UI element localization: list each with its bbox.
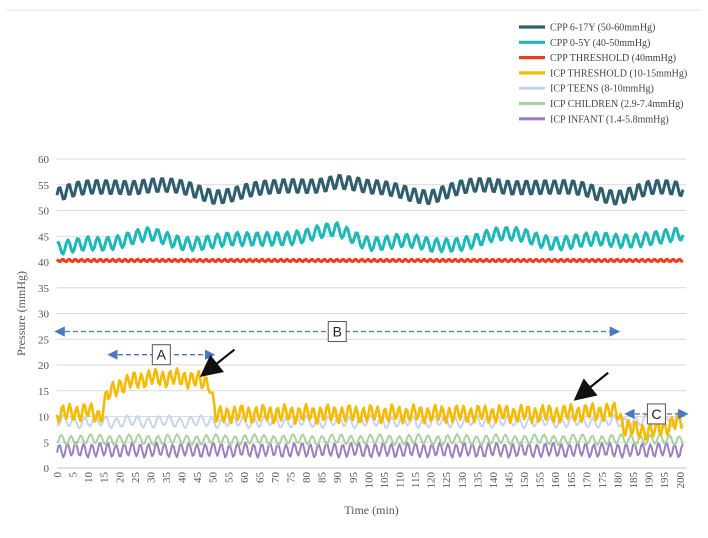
y-tick-label: 25 xyxy=(38,334,50,346)
x-tick-label: 95 xyxy=(348,472,360,484)
x-tick-label: 150 xyxy=(519,472,531,489)
x-tick-label: 15 xyxy=(99,472,111,484)
legend-label: CPP THRESHOLD (40mmHg) xyxy=(550,53,676,64)
x-tick-label: 30 xyxy=(145,472,157,484)
y-tick-labels: 0 5 10 15 20 25 30 35 40 45 50 55 60 xyxy=(38,154,50,475)
x-tick-label: 70 xyxy=(270,472,282,484)
y-tick-label: 10 xyxy=(38,412,50,424)
legend: CPP 6-17Y (50-60mmHg) CPP 0-5Y (40-50mmHg… xyxy=(519,23,687,125)
y-tick-label: 45 xyxy=(38,231,50,243)
x-tick-label: 35 xyxy=(161,472,173,484)
x-tick-label: 125 xyxy=(441,472,453,489)
x-tick-label: 80 xyxy=(301,472,313,484)
series-line-6 xyxy=(56,433,684,447)
x-tick-labels: 0 5 10 15 20 25 30 35 40 45 50 55 60 65 70 75 80 85 90 95 10… xyxy=(52,471,687,488)
legend-label: CPP 6-17Y (50-60mmHg) xyxy=(550,23,655,34)
annotation-box-c xyxy=(646,403,666,425)
x-tick-label: 140 xyxy=(488,471,500,488)
x-tick-label: 40 xyxy=(177,472,189,484)
x-tick-label: 115 xyxy=(410,472,422,489)
x-tick-label: 85 xyxy=(317,472,329,484)
x-tick-label: 45 xyxy=(192,472,204,484)
x-tick-label: 130 xyxy=(457,472,469,489)
y-tick-label: 30 xyxy=(38,309,50,321)
x-tick-label: 175 xyxy=(597,472,609,489)
x-tick-label: 160 xyxy=(550,472,562,489)
x-tick-label: 0 xyxy=(52,472,64,478)
y-tick-label: 20 xyxy=(38,360,50,372)
series-line-5 xyxy=(56,414,684,430)
y-tick-label: 50 xyxy=(38,206,50,218)
x-tick-label: 100 xyxy=(363,472,375,489)
x-tick-label: 185 xyxy=(628,472,640,489)
y-tick-label: 40 xyxy=(38,257,50,269)
x-tick-label: 120 xyxy=(426,472,438,489)
series-line-2 xyxy=(56,221,685,256)
x-tick-label: 200 xyxy=(675,472,687,489)
annotation-label-c: C xyxy=(651,406,661,422)
series-line-7 xyxy=(56,441,684,459)
x-tick-label: 110 xyxy=(395,472,407,489)
pointer-arrow-left xyxy=(199,348,236,378)
x-tick-label: 165 xyxy=(566,472,578,489)
x-tick-label: 20 xyxy=(114,472,126,484)
annotation-box-b xyxy=(327,321,347,343)
y-tick-label: 15 xyxy=(38,386,50,398)
x-tick-label: 145 xyxy=(504,472,516,489)
x-tick-label: 195 xyxy=(659,472,671,489)
x-tick-label: 90 xyxy=(332,472,344,484)
series-line-3 xyxy=(55,257,684,264)
x-tick-label: 50 xyxy=(208,472,220,484)
x-axis-title: Time (min) xyxy=(344,503,399,517)
y-axis-title: Pressure (mmHg) xyxy=(14,271,28,356)
legend-label: CPP 0-5Y (40-50mmHg) xyxy=(550,38,650,49)
legend-label: ICP THRESHOLD (10-15mmHg) xyxy=(550,68,687,79)
y-tick-label: 55 xyxy=(38,180,50,192)
y-tick-label: 35 xyxy=(38,283,50,295)
legend-label: ICP TEENS (8-10mmHg) xyxy=(550,84,654,95)
x-tick-label: 25 xyxy=(130,472,142,484)
x-tick-label: 65 xyxy=(254,472,266,484)
y-tick-label: 0 xyxy=(44,463,50,475)
x-tick-label: 75 xyxy=(286,472,298,484)
series-layer xyxy=(55,173,685,459)
legend-label: ICP INFANT (1.4-5.8mmHg) xyxy=(550,114,669,125)
x-tick-label: 135 xyxy=(472,472,484,489)
y-tick-label: 5 xyxy=(44,437,50,449)
pointer-arrow-right xyxy=(573,371,609,401)
series-line-1 xyxy=(55,173,685,206)
x-tick-label: 155 xyxy=(535,472,547,489)
x-tick-label: 60 xyxy=(239,472,251,484)
annotation-label-a: A xyxy=(157,347,167,363)
x-tick-label: 105 xyxy=(379,472,391,489)
x-tick-label: 190 xyxy=(644,472,656,489)
x-tick-label: 180 xyxy=(612,472,624,489)
y-tick-label: 60 xyxy=(38,154,50,166)
annotations: A B C xyxy=(54,321,689,425)
legend-label: ICP CHILDREN (2.9-7.4mmHg) xyxy=(550,99,684,110)
series-line-4 xyxy=(55,367,684,441)
annotation-label-b: B xyxy=(333,324,342,340)
x-tick-label: 55 xyxy=(223,472,235,484)
annotation-box-a xyxy=(151,344,171,366)
x-tick-label: 10 xyxy=(83,472,95,484)
x-tick-label: 170 xyxy=(581,472,593,489)
x-tick-label: 5 xyxy=(68,472,80,478)
